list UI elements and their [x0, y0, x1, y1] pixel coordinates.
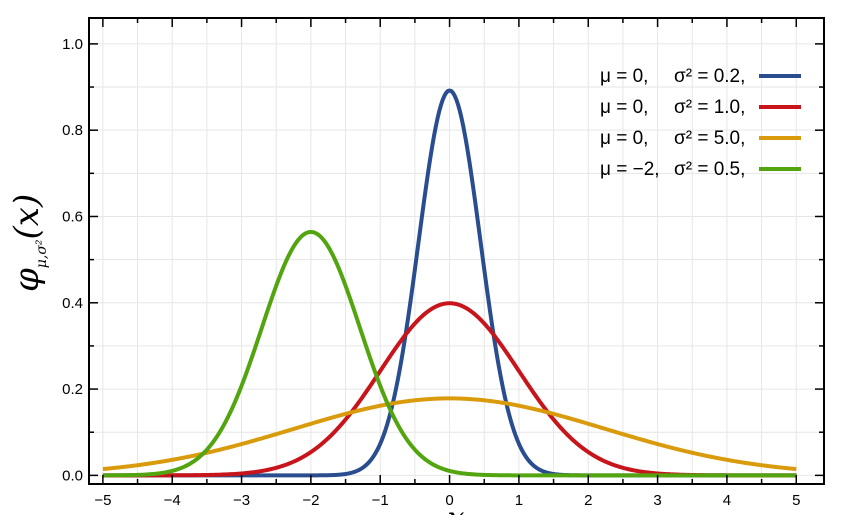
x-axis-label: x: [448, 501, 465, 515]
y-tick-label: 0.2: [62, 381, 83, 398]
legend-mu-label: μ = −2,: [600, 159, 660, 180]
y-axis-label-subscript: μ,σ²: [34, 239, 50, 268]
plot-frame: [88, 17, 825, 485]
x-tick-label: −3: [233, 492, 250, 509]
legend-sigma-label: σ² = 0.5,: [674, 159, 745, 180]
series-line-4: [102, 229, 797, 478]
ticks: −5 −4 −3 −2 −1 0 1 2 3 4 5 0.0 0.2 0.4 0.6 0.8 1.0: [62, 18, 824, 509]
y-tick-label: 0.0: [62, 467, 83, 484]
x-tick-label: −2: [302, 492, 319, 509]
legend-mu-label: μ = 0,: [600, 97, 648, 118]
x-tick-label: −1: [372, 492, 389, 509]
y-tick-label: 0.6: [62, 208, 83, 225]
series-layer: [102, 88, 797, 478]
legend-mu-label: μ = 0,: [600, 128, 648, 149]
y-axis-label: φμ,σ²(x): [7, 194, 50, 292]
y-axis-label-base: φ: [7, 268, 47, 292]
legend-sigma-label: σ² = 1.0,: [674, 97, 745, 118]
grid: [89, 18, 824, 484]
legend-mu-label: μ = 0,: [600, 66, 648, 87]
legend-sigma-label: σ² = 0.2,: [674, 66, 745, 87]
x-tick-label: 4: [723, 492, 731, 509]
x-tick-label: 1: [515, 492, 523, 509]
y-axis-label-argument: (x): [7, 194, 47, 240]
x-tick-label: 0: [445, 492, 453, 509]
x-tick-label: 5: [792, 492, 800, 509]
legend-sigma-label: σ² = 5.0,: [674, 128, 745, 149]
y-tick-label: 0.4: [62, 295, 83, 312]
x-tick-label: 3: [653, 492, 661, 509]
x-tick-label: 2: [584, 492, 592, 509]
x-tick-label: −4: [164, 492, 181, 509]
x-tick-label: −5: [94, 492, 111, 509]
legend: μ = 0, σ² = 0.2, μ = 0, σ² = 1.0, μ = 0, σ² =…: [600, 66, 801, 180]
series-line-3: [102, 396, 797, 472]
y-tick-label: 1.0: [62, 36, 83, 53]
y-tick-label: 0.8: [62, 122, 83, 139]
